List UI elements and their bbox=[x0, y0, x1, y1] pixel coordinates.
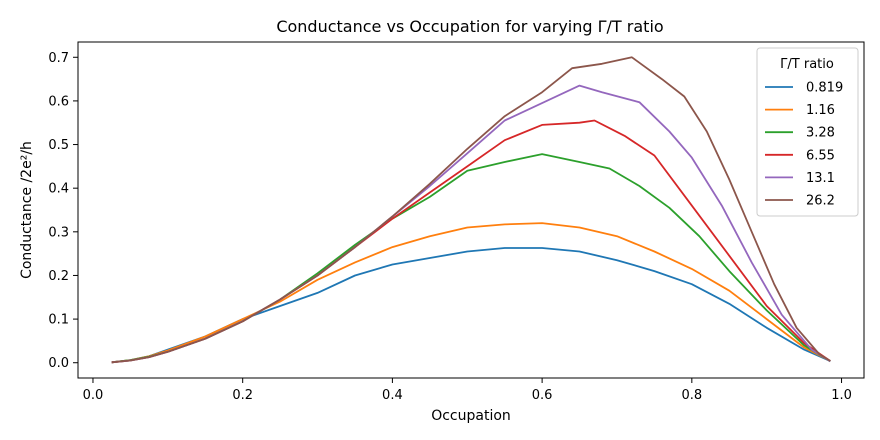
y-tick-label: 0.2 bbox=[48, 269, 69, 284]
legend-label-6.55: 6.55 bbox=[806, 148, 835, 163]
y-tick-label: 0.4 bbox=[48, 182, 69, 197]
y-axis-label: Conductance /2e²/h bbox=[19, 141, 35, 279]
y-tick-label: 0.0 bbox=[48, 356, 69, 371]
y-tick-label: 0.3 bbox=[48, 225, 69, 240]
series-line-0.819 bbox=[111, 247, 831, 364]
series-line-3.28 bbox=[111, 153, 831, 364]
x-tick-label: 1.0 bbox=[831, 388, 852, 403]
y-tick-label: 0.1 bbox=[48, 313, 69, 328]
legend-label-26.2: 26.2 bbox=[806, 194, 835, 209]
series-layer bbox=[111, 56, 831, 364]
x-tick-label: 0.8 bbox=[681, 388, 702, 403]
x-axis-label: Occupation bbox=[431, 408, 511, 424]
series-line-26.2 bbox=[111, 56, 831, 364]
legend-items: 0.819 1.16 3.28 6.55 13.1 26.2 bbox=[765, 81, 843, 209]
legend-label-3.28: 3.28 bbox=[806, 126, 835, 141]
series-line-1.16 bbox=[111, 222, 831, 364]
legend-title: Γ/T ratio bbox=[780, 57, 834, 72]
legend: Γ/T ratio 0.819 1.16 3.28 6.55 13.1 26.2 bbox=[756, 47, 859, 217]
y-axis: 0.0 0.1 0.2 0.3 0.4 0.5 0.6 0.7 bbox=[48, 51, 78, 371]
legend-label-0.819: 0.819 bbox=[806, 81, 843, 96]
series-line-13.1 bbox=[111, 84, 831, 364]
legend-label-13.1: 13.1 bbox=[806, 171, 835, 186]
chart-title: Conductance vs Occupation for varying Γ/… bbox=[276, 17, 663, 36]
x-tick-label: 0.4 bbox=[382, 388, 403, 403]
legend-box bbox=[756, 47, 859, 217]
plot-area bbox=[77, 41, 865, 379]
y-tick-label: 0.6 bbox=[48, 94, 69, 109]
x-axis: 0.0 0.2 0.4 0.6 0.8 1.0 bbox=[83, 378, 852, 403]
y-tick-label: 0.5 bbox=[48, 138, 69, 153]
x-tick-label: 0.0 bbox=[83, 388, 104, 403]
series-line-6.55 bbox=[111, 119, 831, 364]
y-tick-label: 0.7 bbox=[48, 51, 69, 66]
legend-label-1.16: 1.16 bbox=[806, 103, 835, 118]
x-tick-label: 0.2 bbox=[232, 388, 253, 403]
x-tick-label: 0.6 bbox=[532, 388, 553, 403]
